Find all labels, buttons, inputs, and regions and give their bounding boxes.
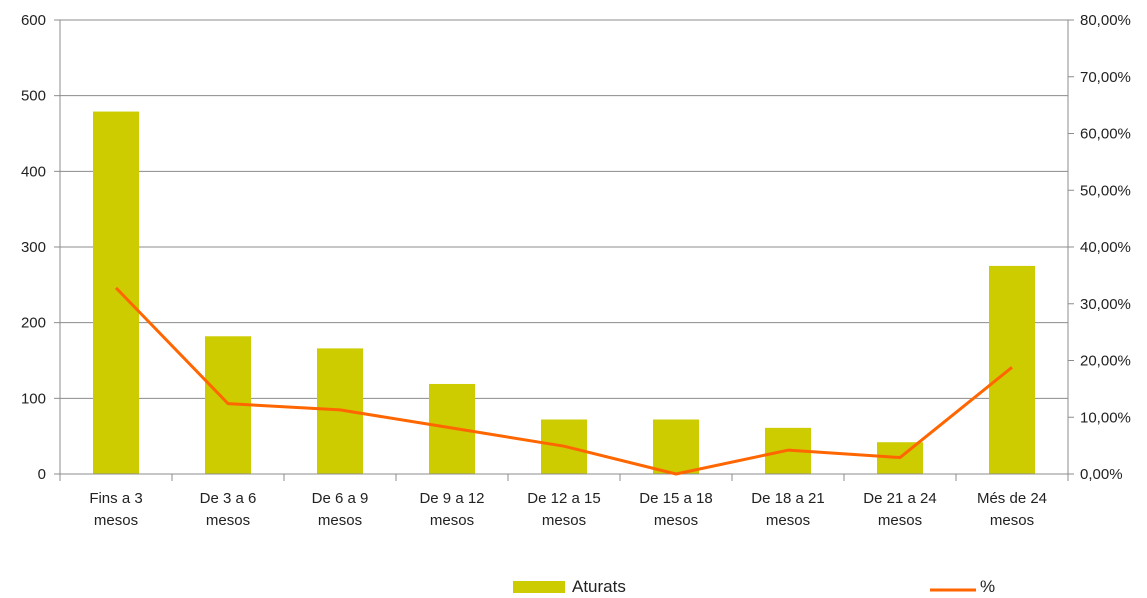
y-left-tick-label: 300 [21, 239, 46, 256]
x-tick-label: Més de 24 [977, 490, 1047, 507]
line-percent [114, 286, 1013, 476]
bar-aturats [93, 111, 139, 474]
y-left-tick-label: 400 [21, 163, 46, 180]
y-right-tick-label: 60,00% [1080, 126, 1131, 143]
y-left-tick-label: 100 [21, 390, 46, 407]
x-tick-label: mesos [878, 512, 922, 529]
x-tick-label: De 3 a 6 [200, 490, 257, 507]
line-series-percent [114, 286, 1013, 476]
y-left-tick-label: 600 [21, 12, 46, 29]
x-tick-label: De 12 a 15 [527, 490, 600, 507]
axis-labels: 0 100 200 300 400 500 600 0,00% 10,00% 20,00% 30,0… [21, 12, 1131, 529]
y-left-tick-label: 500 [21, 88, 46, 105]
y-left-tick-label: 0 [38, 466, 46, 483]
x-tick-label: mesos [766, 512, 810, 529]
y-right-tick-label: 10,00% [1080, 409, 1131, 426]
bar-aturats [989, 265, 1035, 474]
x-tick-label: mesos [654, 512, 698, 529]
x-tick-label: De 15 a 18 [639, 490, 712, 507]
legend-swatch-aturats [513, 581, 565, 593]
x-tick-label: mesos [990, 512, 1034, 529]
x-tick-label: mesos [542, 512, 586, 529]
y-right-tick-label: 50,00% [1080, 182, 1131, 199]
x-tick-label: mesos [430, 512, 474, 529]
y-right-tick-label: 80,00% [1080, 12, 1131, 29]
legend-label-percent: % [980, 577, 995, 596]
bar-aturats [653, 419, 699, 474]
y-right-tick-label: 0,00% [1080, 466, 1123, 483]
legend-label-aturats: Aturats [572, 577, 626, 596]
x-tick-label: mesos [94, 512, 138, 529]
y-right-tick-label: 20,00% [1080, 353, 1131, 370]
x-tick-label: Fins a 3 [89, 490, 142, 507]
bar-series-aturats [93, 111, 1035, 474]
y-right-tick-label: 40,00% [1080, 239, 1131, 256]
x-tick-label: mesos [318, 512, 362, 529]
x-tick-label: De 6 a 9 [312, 490, 369, 507]
x-tick-label: De 18 a 21 [751, 490, 824, 507]
axes [54, 19, 1074, 481]
legend: Aturats % [513, 577, 995, 596]
y-right-tick-label: 30,00% [1080, 296, 1131, 313]
x-tick-label: De 9 a 12 [419, 490, 484, 507]
y-left-tick-label: 200 [21, 315, 46, 332]
x-tick-label: De 21 a 24 [863, 490, 936, 507]
x-tick-label: mesos [206, 512, 250, 529]
y-right-tick-label: 70,00% [1080, 69, 1131, 86]
